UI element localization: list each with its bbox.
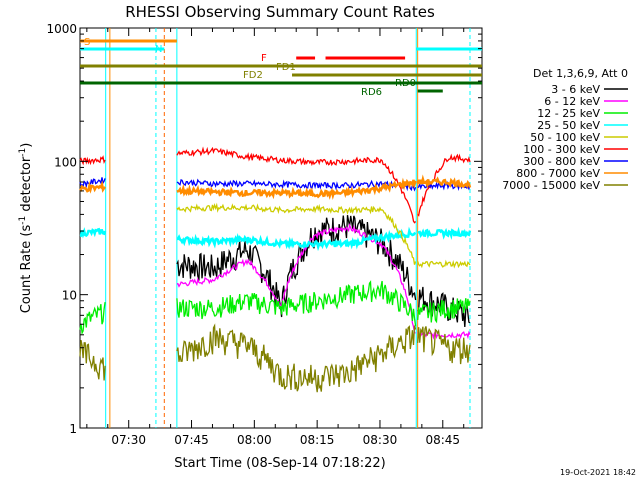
flag-label-n: N <box>155 44 162 55</box>
y-axis-label: Count Rate (s-1 detector-1) <box>18 143 34 314</box>
series-line <box>79 302 106 336</box>
y-axis-label-main: Count Rate (s <box>19 225 34 314</box>
x-tick-label: 08:00 <box>237 433 272 447</box>
legend-entry-label: 3 - 6 keV <box>551 83 600 96</box>
legend-entry-label: 6 - 12 keV <box>544 95 600 108</box>
x-tick-label: 08:15 <box>300 433 335 447</box>
y-tick-label: 100 <box>54 155 77 169</box>
series-line <box>176 214 417 318</box>
x-tick-label: 07:30 <box>111 433 146 447</box>
x-tick-label: 08:45 <box>425 433 460 447</box>
y-tick-label: 1000 <box>46 22 77 36</box>
legend-entry-label: 7000 - 15000 keV <box>502 179 600 192</box>
legend-entry-label: 100 - 300 keV <box>523 143 600 156</box>
series-line <box>79 180 107 194</box>
flag-label-f: F <box>261 53 267 64</box>
series-line <box>176 226 417 252</box>
series-line <box>176 202 417 265</box>
flag-label-rd0: RD0 <box>395 78 416 89</box>
legend-title: Det 1,3,6,9, Att 0 <box>533 67 628 80</box>
series-line <box>176 146 417 224</box>
legend-entry-label: 50 - 100 keV <box>530 131 600 144</box>
plot-frame <box>79 27 483 429</box>
y-axis-label-end: ) <box>19 143 34 148</box>
series-line <box>417 153 471 217</box>
y-axis-label-sup2: -1 <box>18 148 28 157</box>
series-line <box>176 323 417 393</box>
series-line <box>79 155 106 166</box>
series-line <box>79 177 106 189</box>
series-line <box>176 177 417 201</box>
series-layer <box>79 146 472 393</box>
series-line <box>417 226 472 241</box>
axis-layer: 1 10 100 1000 07:30 07:45 08:00 08:15 08:30 08:45 <box>46 22 482 447</box>
flag-label-rd6: RD6 <box>361 87 382 98</box>
flag-bars-layer: S N F FD1 FD2 RD0 RD6 <box>80 37 482 98</box>
series-line <box>79 339 106 381</box>
y-tick-label: 1 <box>69 422 77 436</box>
flag-label-s: S <box>84 37 90 48</box>
event-markers-layer <box>105 28 471 428</box>
flag-label-fd1: FD1 <box>276 62 296 73</box>
legend-entry-label: 300 - 800 keV <box>523 155 600 168</box>
series-line <box>417 326 471 365</box>
series-line <box>416 174 472 189</box>
series-line <box>417 298 471 324</box>
series-line <box>417 259 471 269</box>
x-tick-label: 08:30 <box>363 433 398 447</box>
y-axis-label-mid: detector <box>19 156 34 216</box>
series-line <box>176 280 417 327</box>
flag-label-fd2: FD2 <box>243 70 263 81</box>
legend-entry-label: 12 - 25 keV <box>537 107 600 120</box>
x-tick-label: 07:45 <box>174 433 209 447</box>
legend-entry-label: 800 - 7000 keV <box>516 167 600 180</box>
chart-title: RHESSI Observing Summary Count Rates <box>125 3 435 21</box>
y-axis-label-sup1: -1 <box>18 216 28 225</box>
x-axis-label: Start Time (08-Sep-14 07:18:22) <box>174 456 385 471</box>
footer-date: 19-Oct-2021 18:42 <box>560 468 636 477</box>
series-line <box>417 330 471 340</box>
y-tick-label: 10 <box>62 289 77 303</box>
series-line <box>79 227 107 239</box>
legend-entry-label: 25 - 50 keV <box>537 119 600 132</box>
